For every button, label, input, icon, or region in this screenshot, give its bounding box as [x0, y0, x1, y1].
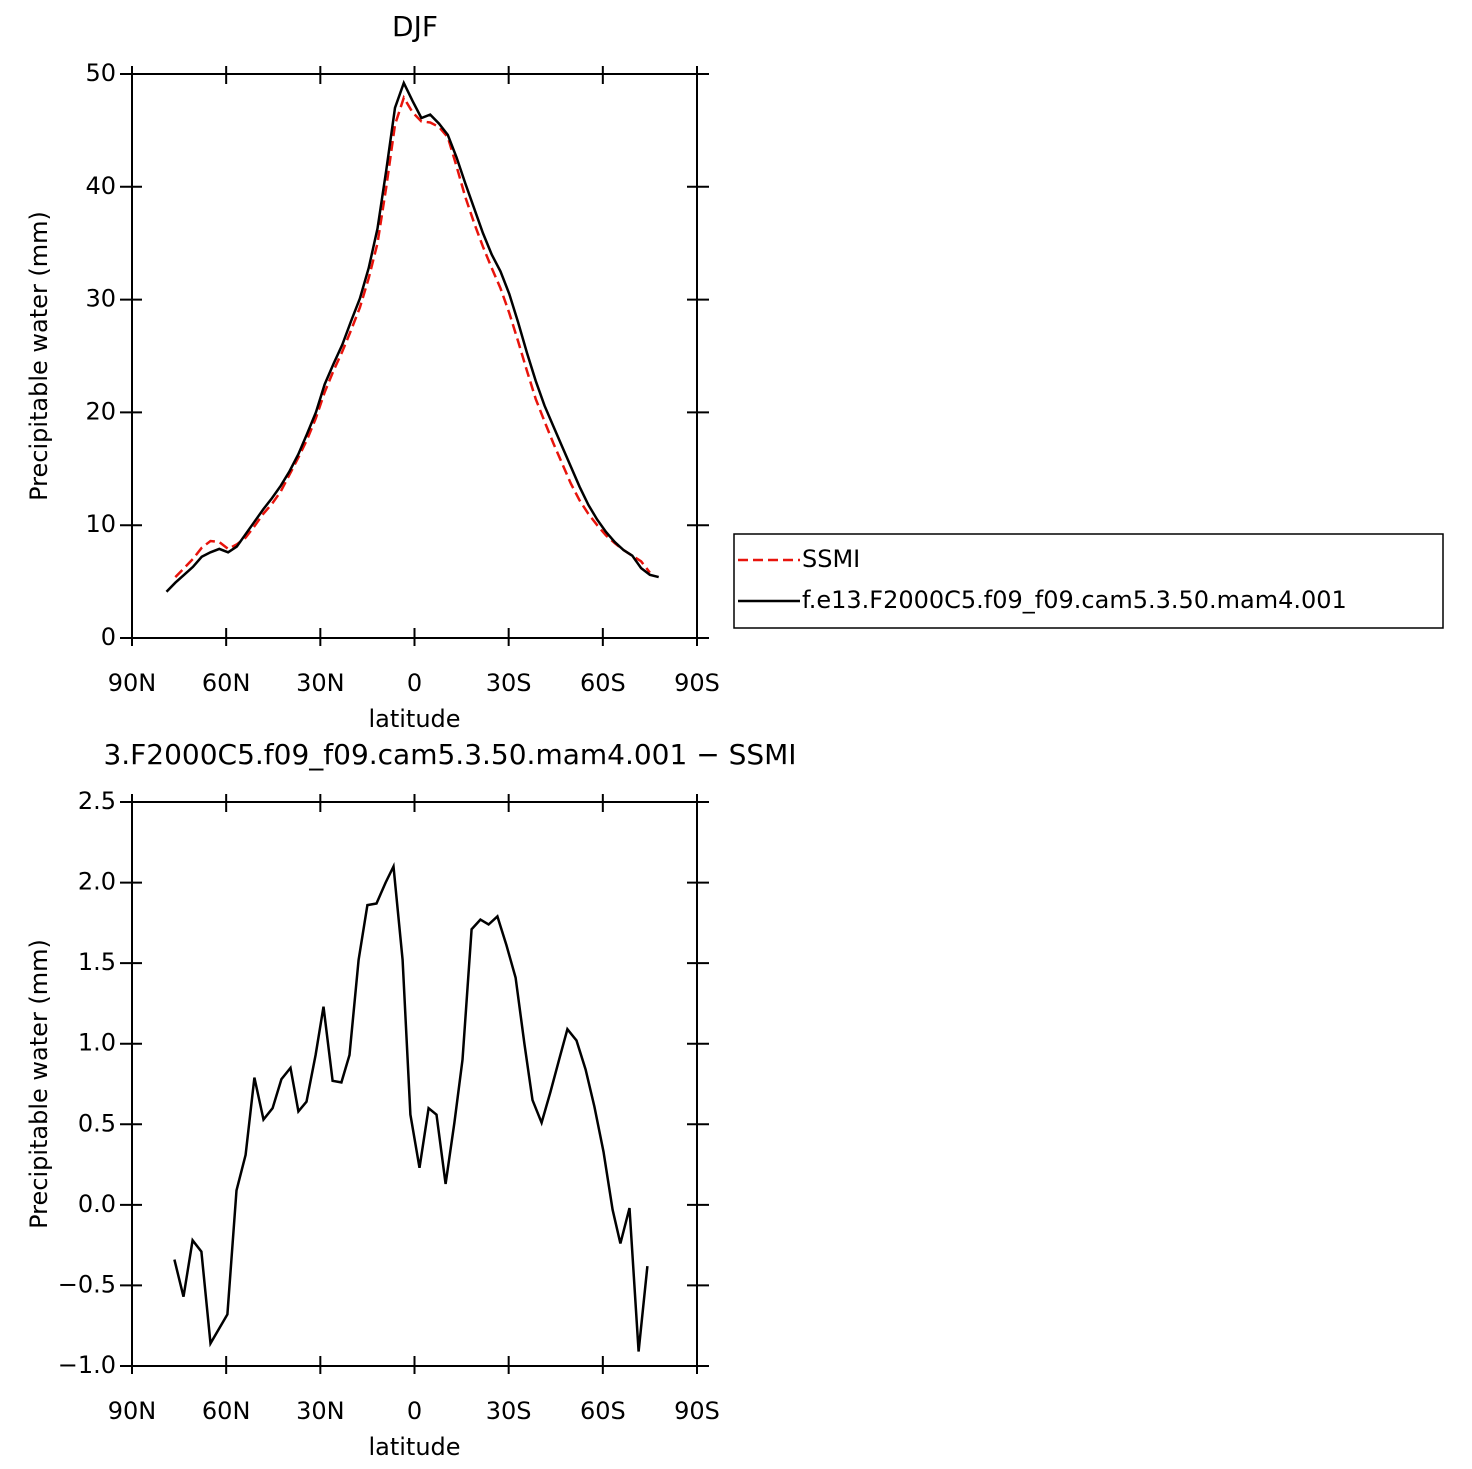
y-tick-label: 50 [85, 59, 116, 87]
y-tick-label: 0 [101, 623, 116, 651]
y-tick-label: 2.5 [78, 787, 116, 815]
legend-label: f.e13.F2000C5.f09_f09.cam5.3.50.mam4.001 [802, 586, 1347, 614]
x-tick-label: 90S [674, 669, 720, 697]
data-line [174, 94, 651, 578]
x-tick-label: 0 [407, 1397, 422, 1425]
y-tick-label: 1.5 [78, 948, 116, 976]
y-tick-label: 2.0 [78, 868, 116, 896]
x-tick-label: 60S [580, 669, 626, 697]
legend-label: SSMI [802, 545, 860, 573]
x-tick-label: 30S [486, 1397, 532, 1425]
x-tick-label: 60N [202, 1397, 251, 1425]
y-tick-label: 10 [85, 510, 116, 538]
x-tick-label: 90N [108, 1397, 157, 1425]
x-tick-label: 90N [108, 669, 157, 697]
legend-box [733, 533, 1444, 629]
plot-frame [131, 73, 698, 639]
y-tick-label: 0.0 [78, 1190, 116, 1218]
x-tick-label: 30N [296, 1397, 345, 1425]
y-tick-label: 30 [85, 285, 116, 313]
y-tick-label: 0.5 [78, 1109, 116, 1137]
x-tick-label: 0 [407, 669, 422, 697]
x-tick-label: 30S [486, 669, 532, 697]
y-axis-label: Precipitable water (mm) [25, 939, 53, 1229]
y-tick-label: −1.0 [58, 1351, 116, 1379]
x-tick-label: 30N [296, 669, 345, 697]
y-tick-label: 1.0 [78, 1029, 116, 1057]
y-tick-label: 20 [85, 397, 116, 425]
x-tick-label: 60N [202, 669, 251, 697]
x-tick-label: 60S [580, 1397, 626, 1425]
y-tick-label: −0.5 [58, 1270, 116, 1298]
x-tick-label: 90S [674, 1397, 720, 1425]
data-line [165, 79, 660, 593]
x-axis-label: latitude [368, 1433, 460, 1461]
y-axis-label: Precipitable water (mm) [25, 211, 53, 501]
y-tick-label: 40 [85, 172, 116, 200]
x-axis-label: latitude [368, 705, 460, 733]
plot-frame [131, 801, 698, 1367]
chart-title: DJF [392, 10, 438, 43]
chart-title: 3.F2000C5.f09_f09.cam5.3.50.mam4.001 − S… [103, 738, 796, 771]
data-line [173, 861, 649, 1352]
